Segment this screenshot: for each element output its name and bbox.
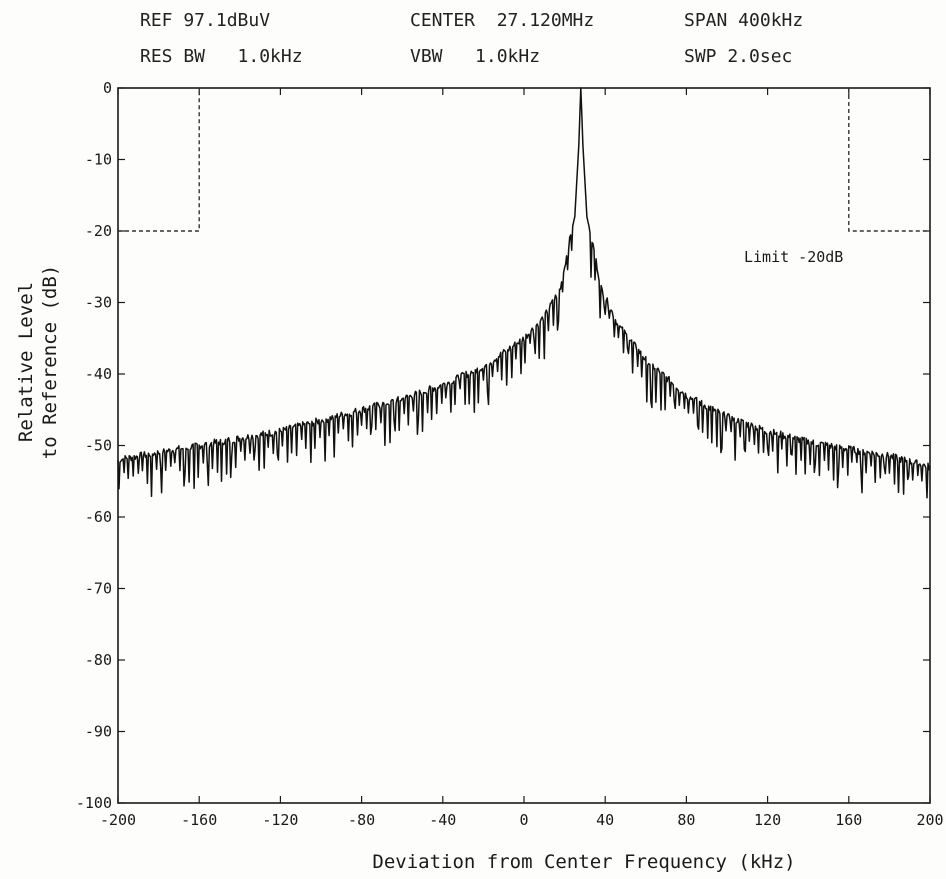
x-tick-label: -80 [348,811,375,829]
x-tick-label: 80 [677,811,695,829]
res-bw-label: RES BW 1.0kHz [140,46,303,67]
y-tick-label: -80 [85,651,112,669]
sweep-time-label: SWP 2.0sec [684,46,793,67]
x-tick-label: -160 [181,811,217,829]
x-tick-label: -200 [100,811,136,829]
y-tick-label: 0 [103,79,112,97]
y-tick-label: -60 [85,508,112,526]
y-tick-label: -30 [85,294,112,312]
y-tick-label: -90 [85,723,112,741]
center-frequency-label: CENTER 27.120MHz [410,10,595,31]
x-tick-label: -40 [429,811,456,829]
y-axis-title-line-1: Relative Level [15,282,37,442]
y-tick-label: -20 [85,222,112,240]
x-tick-label: -120 [262,811,298,829]
vbw-label: VBW 1.0kHz [410,46,541,67]
ref-level-label: REF 97.1dBuV [140,10,271,31]
x-tick-label: 40 [596,811,614,829]
x-tick-label: 120 [754,811,781,829]
y-axis-title-line-2: to Reference (dB) [39,265,61,459]
limit-annotation: Limit -20dB [744,248,843,266]
x-tick-label: 200 [916,811,943,829]
x-tick-label: 160 [835,811,862,829]
y-tick-label: -100 [76,794,112,812]
span-label: SPAN 400kHz [684,10,804,31]
limit-mask-right [848,88,930,232]
x-axis-title: Deviation from Center Frequency (kHz) [372,851,795,873]
limit-mask-left [118,88,200,232]
y-tick-label: -10 [85,151,112,169]
spectrum-trace-line [117,87,931,499]
y-tick-label: -70 [85,580,112,598]
x-tick-label: 0 [519,811,528,829]
y-tick-label: -50 [85,437,112,455]
y-tick-label: -40 [85,365,112,383]
